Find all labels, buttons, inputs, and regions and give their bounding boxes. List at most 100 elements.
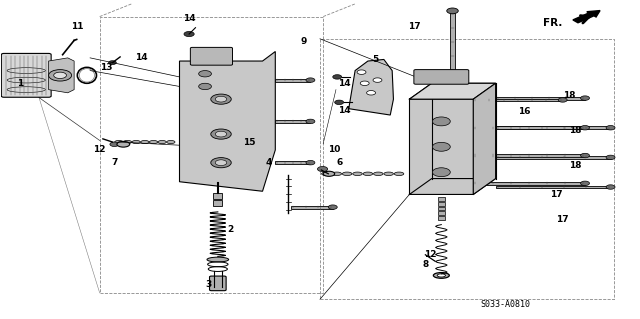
Circle shape	[433, 117, 451, 126]
Text: S033-A0810: S033-A0810	[480, 300, 530, 309]
Bar	[438, 211, 445, 215]
Text: 17: 17	[550, 190, 563, 199]
Bar	[438, 197, 445, 201]
Circle shape	[306, 160, 315, 165]
Bar	[473, 154, 585, 157]
Circle shape	[335, 100, 344, 105]
Text: 5: 5	[372, 55, 379, 64]
Text: 6: 6	[336, 158, 342, 167]
FancyArrow shape	[573, 11, 600, 23]
Text: 17: 17	[556, 215, 569, 224]
Circle shape	[109, 61, 116, 64]
Ellipse shape	[342, 172, 352, 175]
Ellipse shape	[207, 257, 228, 262]
Ellipse shape	[166, 140, 175, 144]
Circle shape	[54, 72, 67, 78]
Circle shape	[211, 94, 231, 104]
Bar	[495, 97, 585, 100]
Ellipse shape	[323, 171, 335, 176]
Text: 14: 14	[183, 14, 195, 23]
Bar	[275, 120, 310, 123]
Ellipse shape	[332, 172, 342, 175]
Text: 10: 10	[328, 145, 340, 154]
Text: 17: 17	[408, 22, 421, 31]
Circle shape	[317, 167, 328, 172]
Bar	[213, 194, 222, 199]
Circle shape	[580, 153, 589, 158]
Ellipse shape	[394, 172, 404, 175]
Circle shape	[447, 8, 458, 14]
Ellipse shape	[363, 172, 372, 175]
Ellipse shape	[437, 274, 445, 277]
Text: 7: 7	[111, 158, 118, 167]
Polygon shape	[49, 58, 74, 93]
Circle shape	[49, 70, 72, 81]
Text: 18: 18	[563, 92, 575, 100]
Circle shape	[373, 78, 382, 82]
Bar	[495, 186, 611, 189]
Text: 16: 16	[518, 108, 531, 116]
Ellipse shape	[141, 140, 149, 144]
Circle shape	[211, 129, 231, 139]
Text: 13: 13	[100, 63, 112, 72]
Circle shape	[306, 119, 315, 123]
Circle shape	[215, 160, 227, 166]
Text: 4: 4	[266, 158, 272, 167]
Bar	[450, 13, 455, 70]
Bar	[213, 200, 222, 205]
Ellipse shape	[132, 140, 140, 144]
Text: 12: 12	[424, 250, 436, 259]
Bar	[438, 216, 445, 220]
Circle shape	[367, 91, 376, 95]
Bar	[473, 126, 585, 129]
Ellipse shape	[115, 140, 123, 144]
Circle shape	[198, 70, 211, 77]
Ellipse shape	[124, 140, 132, 144]
Polygon shape	[410, 83, 495, 99]
Text: 11: 11	[71, 22, 84, 31]
Ellipse shape	[117, 141, 130, 147]
Circle shape	[333, 75, 342, 79]
Circle shape	[215, 131, 227, 137]
Bar	[438, 206, 445, 210]
Circle shape	[558, 98, 567, 102]
Bar	[495, 156, 611, 159]
Ellipse shape	[353, 172, 362, 175]
Ellipse shape	[433, 272, 449, 278]
Text: 3: 3	[205, 280, 211, 289]
Circle shape	[580, 96, 589, 100]
Circle shape	[184, 32, 194, 37]
Ellipse shape	[149, 140, 157, 144]
Circle shape	[360, 81, 369, 85]
Text: 14: 14	[338, 79, 351, 88]
Circle shape	[110, 142, 119, 146]
Polygon shape	[179, 51, 275, 191]
Text: 8: 8	[422, 260, 429, 269]
Ellipse shape	[158, 140, 166, 144]
Text: 18: 18	[569, 161, 582, 170]
Bar	[473, 182, 585, 185]
Text: 14: 14	[338, 106, 351, 115]
Circle shape	[328, 205, 337, 209]
FancyBboxPatch shape	[209, 276, 226, 291]
Text: 18: 18	[569, 126, 582, 135]
Circle shape	[580, 181, 589, 186]
Ellipse shape	[374, 172, 383, 175]
Bar	[495, 126, 611, 129]
FancyBboxPatch shape	[190, 48, 232, 65]
Bar	[410, 99, 473, 195]
Circle shape	[198, 83, 211, 90]
Bar	[275, 79, 310, 82]
Bar	[473, 99, 563, 101]
Polygon shape	[349, 59, 394, 115]
FancyBboxPatch shape	[1, 53, 51, 97]
FancyBboxPatch shape	[414, 70, 468, 84]
Text: 9: 9	[301, 38, 307, 47]
Bar	[275, 161, 310, 164]
Circle shape	[606, 125, 615, 130]
Text: 1: 1	[17, 79, 23, 88]
Circle shape	[357, 70, 366, 74]
Bar	[438, 202, 445, 205]
Text: 14: 14	[135, 53, 147, 62]
Circle shape	[306, 78, 315, 82]
